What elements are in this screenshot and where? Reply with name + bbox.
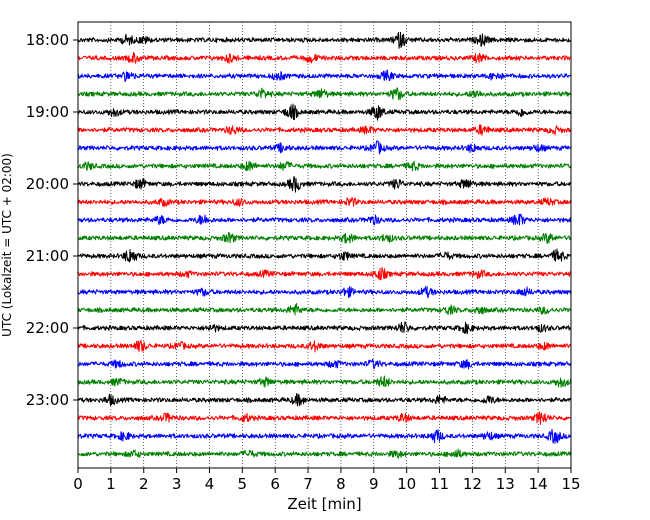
- trace-line: [77, 140, 572, 155]
- x-tick-label: 13: [496, 475, 515, 493]
- vertical-grid: [110, 22, 539, 468]
- trace-line: [77, 428, 572, 444]
- x-tick-label: 9: [369, 475, 379, 493]
- y-axis-title: UTC (Lokalzeit = UTC + 02:00): [0, 153, 14, 337]
- x-axis-ticks: 0 1 2 3 4 5 6 7 8 9 10 11 12 13 14 15: [73, 468, 581, 493]
- x-tick-label: 10: [397, 475, 416, 493]
- x-tick-label: 5: [238, 475, 248, 493]
- x-tick-label: 8: [336, 475, 346, 493]
- trace-line: [77, 411, 572, 425]
- y-tick-label: 19:00: [26, 103, 69, 121]
- x-tick-label: 14: [529, 475, 548, 493]
- y-tick-label: 21:00: [26, 247, 69, 265]
- trace-line: [77, 103, 572, 121]
- x-tick-label: 15: [561, 475, 580, 493]
- trace-line: [77, 69, 572, 82]
- trace-line: [77, 87, 572, 101]
- trace-line: [77, 448, 572, 459]
- y-tick-label: 18:00: [26, 31, 69, 49]
- trace-line: [77, 52, 572, 64]
- plot-background: [78, 22, 571, 468]
- trace-line: [77, 266, 572, 281]
- traces-layer: [77, 31, 572, 459]
- trace-line: [77, 176, 572, 193]
- x-tick-label: 4: [205, 475, 215, 493]
- plot-frame: [77, 21, 572, 469]
- x-tick-label: 7: [303, 475, 313, 493]
- x-tick-label: 3: [172, 475, 182, 493]
- x-tick-label: 12: [463, 475, 482, 493]
- trace-line: [77, 286, 572, 299]
- x-tick-label: 2: [139, 475, 149, 493]
- trace-line: [77, 321, 572, 334]
- y-tick-label: 22:00: [26, 319, 69, 337]
- trace-line: [77, 392, 572, 407]
- y-tick-label: 20:00: [26, 175, 69, 193]
- trace-line: [77, 358, 572, 370]
- trace-line: [77, 231, 572, 244]
- trace-line: [77, 124, 572, 136]
- x-tick-label: 0: [73, 475, 83, 493]
- trace-line: [77, 375, 572, 388]
- x-axis-title: Zeit [min]: [287, 495, 361, 513]
- y-axis-ticks: 18:00 19:00 20:00 21:00 22:00 23:00: [26, 31, 78, 409]
- trace-line: [77, 303, 572, 316]
- x-tick-label: 1: [106, 475, 116, 493]
- trace-line: [77, 196, 572, 208]
- trace-line: [77, 160, 572, 172]
- trace-line: [77, 213, 572, 226]
- trace-line: [77, 248, 572, 263]
- trace-line: [77, 339, 572, 353]
- trace-line: [77, 31, 572, 49]
- y-tick-label: 23:00: [26, 391, 69, 409]
- x-tick-label: 6: [270, 475, 280, 493]
- x-tick-label: 11: [430, 475, 449, 493]
